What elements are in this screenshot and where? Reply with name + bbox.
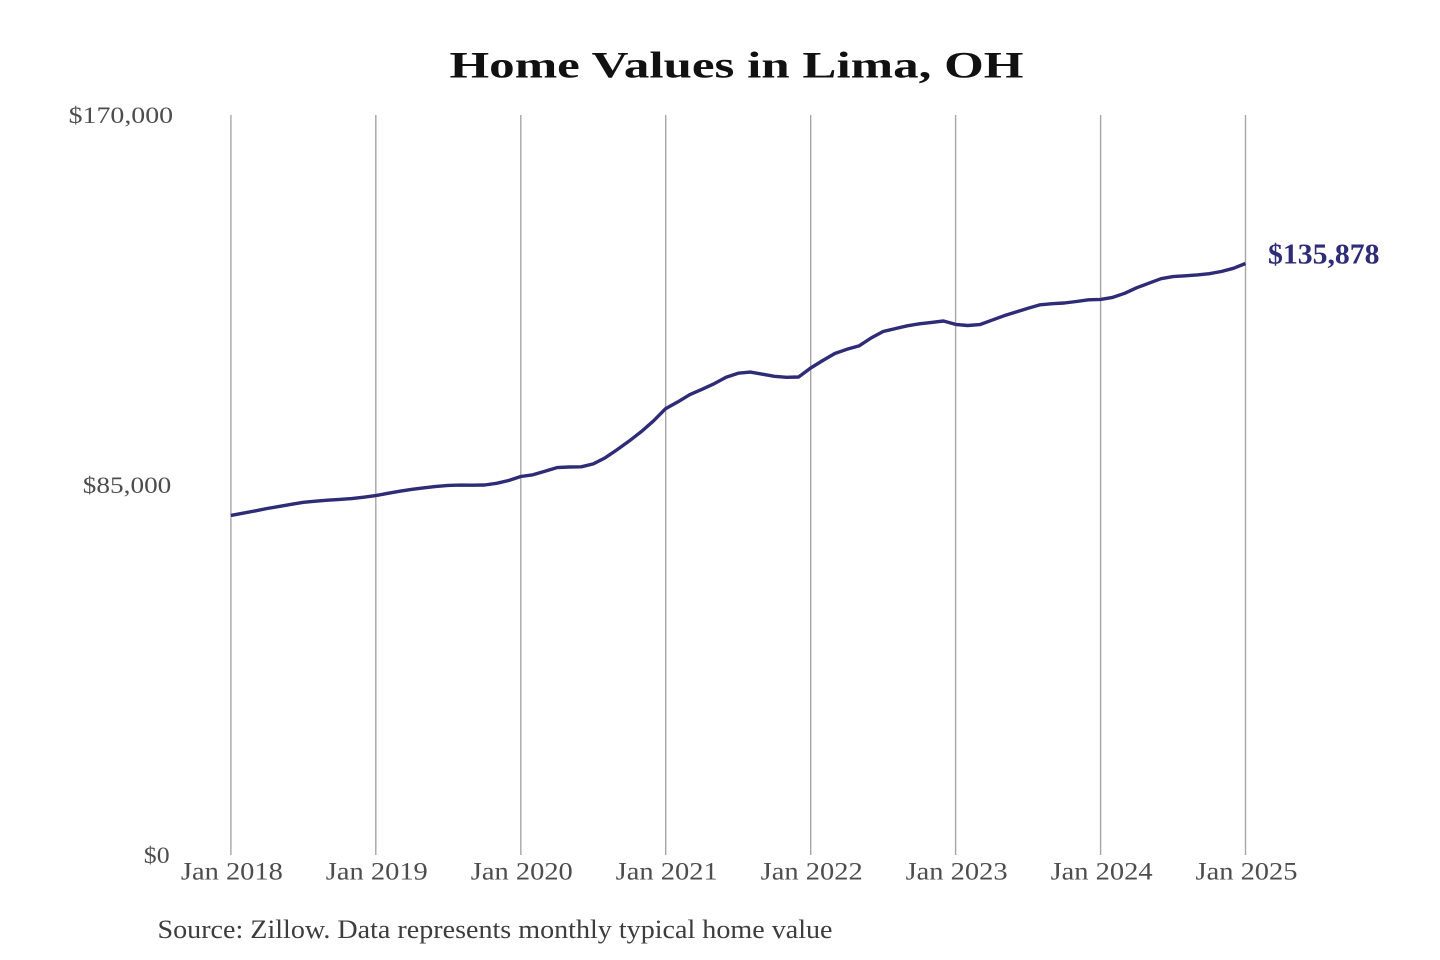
svg-text:Jan 2021: Jan 2021 xyxy=(616,859,718,886)
svg-text:Source: Zillow. Data represent: Source: Zillow. Data represents monthly … xyxy=(158,915,833,944)
svg-text:Jan 2022: Jan 2022 xyxy=(761,859,863,886)
svg-text:Jan 2024: Jan 2024 xyxy=(1051,859,1154,886)
svg-text:$135,878: $135,878 xyxy=(1268,239,1380,271)
svg-text:Home Values in Lima, OH: Home Values in Lima, OH xyxy=(450,46,1024,87)
svg-text:Jan 2025: Jan 2025 xyxy=(1196,859,1298,886)
svg-text:Jan 2020: Jan 2020 xyxy=(471,859,573,886)
svg-text:Jan 2018: Jan 2018 xyxy=(181,859,283,886)
svg-text:$85,000: $85,000 xyxy=(83,473,172,498)
svg-text:Jan 2023: Jan 2023 xyxy=(906,859,1008,886)
svg-text:$0: $0 xyxy=(144,843,170,868)
svg-text:$170,000: $170,000 xyxy=(69,103,174,128)
svg-text:Jan 2019: Jan 2019 xyxy=(326,859,428,886)
